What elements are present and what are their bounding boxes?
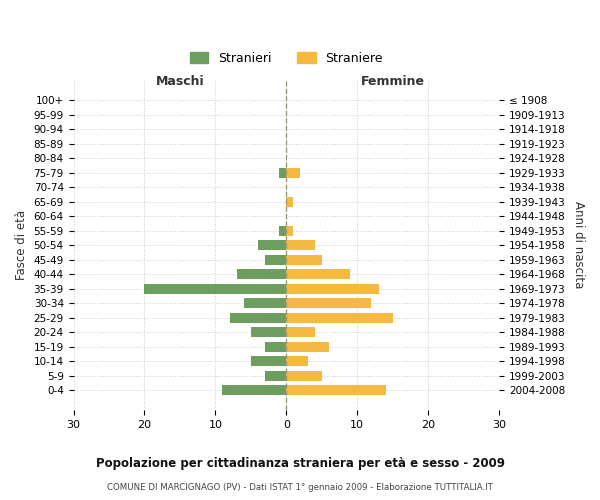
- Bar: [279, 168, 286, 177]
- Bar: [265, 370, 286, 381]
- Text: Maschi: Maschi: [155, 76, 204, 88]
- Legend: Stranieri, Straniere: Stranieri, Straniere: [185, 46, 388, 70]
- Bar: [258, 240, 286, 250]
- Bar: [286, 254, 322, 264]
- Text: COMUNE DI MARCIGNAGO (PV) - Dati ISTAT 1° gennaio 2009 - Elaborazione TUTTITALIA: COMUNE DI MARCIGNAGO (PV) - Dati ISTAT 1…: [107, 482, 493, 492]
- Bar: [286, 385, 386, 396]
- Bar: [265, 254, 286, 264]
- Bar: [265, 342, 286, 351]
- Bar: [251, 327, 286, 337]
- Bar: [286, 312, 392, 322]
- Bar: [286, 196, 293, 206]
- Bar: [286, 298, 371, 308]
- Bar: [286, 370, 322, 381]
- Bar: [251, 356, 286, 366]
- Bar: [286, 342, 329, 351]
- Text: Femmine: Femmine: [361, 76, 425, 88]
- Bar: [230, 312, 286, 322]
- Bar: [236, 269, 286, 279]
- Bar: [286, 168, 301, 177]
- Y-axis label: Fasce di età: Fasce di età: [15, 210, 28, 280]
- Bar: [286, 356, 308, 366]
- Bar: [286, 240, 314, 250]
- Y-axis label: Anni di nascita: Anni di nascita: [572, 202, 585, 289]
- Bar: [286, 284, 379, 294]
- Bar: [286, 327, 314, 337]
- Bar: [244, 298, 286, 308]
- Bar: [286, 226, 293, 235]
- Bar: [145, 284, 286, 294]
- Bar: [279, 226, 286, 235]
- Bar: [286, 269, 350, 279]
- Bar: [223, 385, 286, 396]
- Text: Popolazione per cittadinanza straniera per età e sesso - 2009: Popolazione per cittadinanza straniera p…: [95, 458, 505, 470]
